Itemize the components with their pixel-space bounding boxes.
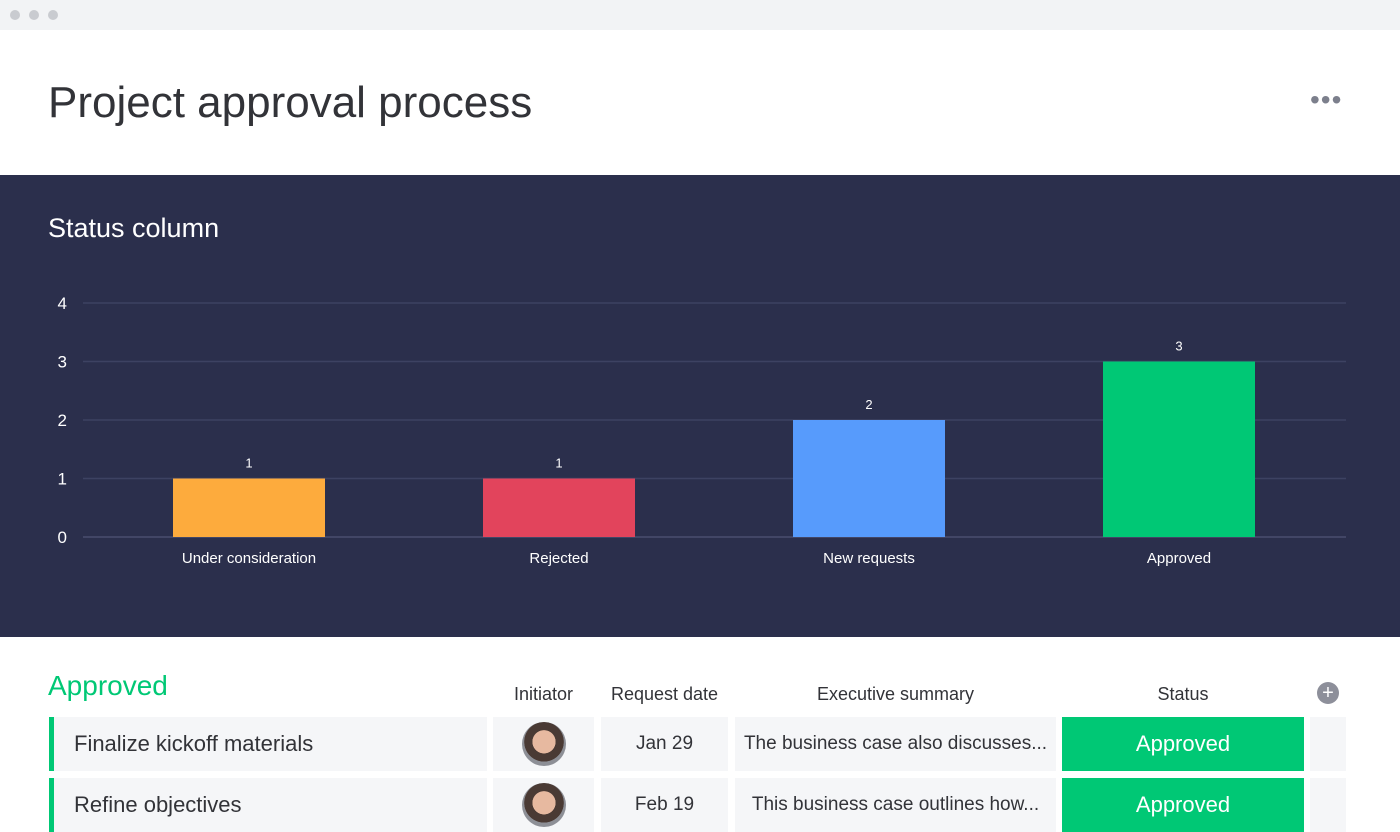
empty-cell — [1310, 717, 1346, 771]
column-header-initiator[interactable]: Initiator — [513, 684, 574, 704]
window-titlebar — [0, 0, 1400, 30]
empty-cell — [1310, 778, 1346, 832]
column-header-executive-summary[interactable]: Executive summary — [816, 684, 975, 704]
chart-panel: Status column 0 1 2 3 4 1 Under consideration 1… — [0, 175, 1400, 637]
status-badge[interactable]: Approved — [1062, 717, 1304, 771]
data-label: 2 — [865, 397, 872, 412]
bar-approved — [1103, 361, 1255, 537]
y-tick-label: 0 — [58, 528, 67, 547]
column-header-request-date[interactable]: Request date — [610, 684, 719, 704]
bar-rejected — [483, 478, 635, 537]
request-date-cell[interactable]: Jan 29 — [601, 717, 728, 771]
executive-summary-cell[interactable]: This business case outlines how... — [735, 778, 1056, 832]
initiator-cell[interactable] — [493, 717, 594, 771]
y-tick-label: 3 — [58, 353, 67, 372]
initiator-cell[interactable] — [493, 778, 594, 832]
data-label: 1 — [245, 456, 252, 471]
request-date-cell[interactable]: Feb 19 — [601, 778, 728, 832]
y-tick-label: 2 — [58, 411, 67, 430]
avatar — [521, 783, 566, 827]
data-label: 1 — [555, 456, 562, 471]
item-name[interactable]: Finalize kickoff materials — [49, 717, 487, 771]
y-tick-label: 1 — [58, 470, 67, 489]
bar-chart: 0 1 2 3 4 1 Under consideration 1 Rejected 2 New r… — [58, 294, 1346, 567]
page-title: Project approval process — [48, 78, 533, 127]
x-tick-label: Under consideration — [182, 550, 316, 567]
data-label: 3 — [1175, 339, 1182, 354]
x-tick-label: Rejected — [529, 550, 588, 567]
x-tick-label: New requests — [823, 550, 915, 567]
avatar — [521, 722, 566, 766]
column-header-status[interactable]: Status — [1157, 684, 1209, 704]
item-name[interactable]: Refine objectives — [49, 778, 487, 832]
bar-under-consideration — [173, 478, 325, 537]
chart-title: Status column — [48, 213, 220, 243]
status-badge[interactable]: Approved — [1062, 778, 1304, 832]
executive-summary-cell[interactable]: The business case also discusses... — [735, 717, 1056, 771]
window-close-button[interactable] — [10, 10, 20, 20]
group-title: Approved — [48, 670, 168, 701]
bar-new-requests — [793, 420, 945, 537]
ellipsis-icon[interactable]: ••• — [1310, 84, 1343, 115]
y-tick-label: 4 — [58, 294, 67, 313]
add-column-icon[interactable]: + — [1317, 682, 1339, 704]
x-tick-label: Approved — [1147, 550, 1211, 567]
window-minimize-button[interactable] — [29, 10, 39, 20]
window-maximize-button[interactable] — [48, 10, 58, 20]
